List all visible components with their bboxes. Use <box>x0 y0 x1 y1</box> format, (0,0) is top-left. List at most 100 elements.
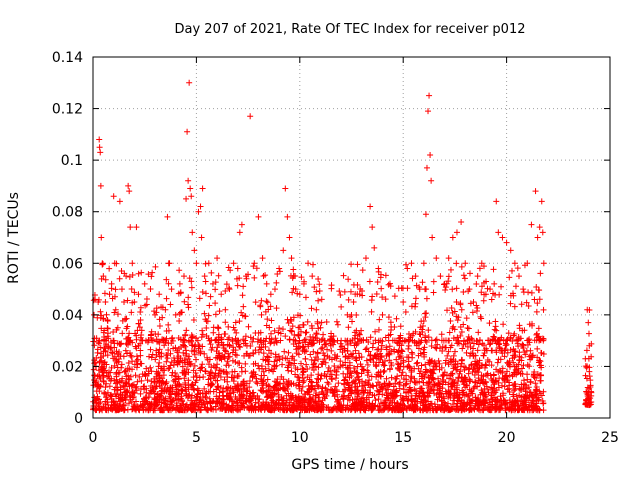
data-point <box>235 385 242 392</box>
data-point <box>218 291 225 298</box>
data-point <box>583 388 590 395</box>
data-point <box>269 391 276 398</box>
data-point <box>98 325 105 332</box>
data-point <box>257 387 264 394</box>
data-point <box>156 322 163 329</box>
data-point <box>440 378 447 385</box>
data-point <box>403 376 410 383</box>
data-point <box>398 285 405 292</box>
data-point <box>124 297 131 304</box>
data-point <box>309 325 316 332</box>
data-point <box>153 336 160 343</box>
data-point <box>112 306 119 313</box>
data-point <box>377 274 384 281</box>
data-point <box>523 392 530 399</box>
data-point <box>382 272 389 279</box>
data-point <box>158 350 165 357</box>
data-point <box>379 385 386 392</box>
data-point <box>313 306 320 313</box>
data-point <box>271 405 278 412</box>
data-point <box>157 407 164 414</box>
data-point <box>108 349 115 356</box>
data-point <box>242 360 249 367</box>
data-point <box>249 373 256 380</box>
data-point <box>178 343 185 350</box>
data-point <box>321 395 328 402</box>
data-point <box>158 390 165 397</box>
data-point <box>137 317 144 324</box>
data-point <box>195 208 202 215</box>
data-point <box>290 314 297 321</box>
data-point <box>583 389 590 396</box>
data-point <box>189 392 196 399</box>
data-point <box>408 303 415 310</box>
data-point <box>211 373 218 380</box>
data-point <box>499 234 506 241</box>
data-point <box>382 399 389 406</box>
data-point <box>262 308 269 315</box>
data-point <box>474 338 481 345</box>
data-point <box>212 370 219 377</box>
data-point <box>402 337 409 344</box>
data-point <box>97 182 104 189</box>
data-point <box>442 287 449 294</box>
data-point <box>98 234 105 241</box>
data-point <box>119 330 126 337</box>
data-point <box>166 385 173 392</box>
data-point <box>342 386 349 393</box>
data-point <box>321 337 328 344</box>
data-point <box>292 365 299 372</box>
data-point <box>158 380 165 387</box>
data-point <box>448 342 455 349</box>
data-point <box>231 327 238 334</box>
data-point <box>482 399 489 406</box>
data-point <box>481 350 488 357</box>
data-point <box>305 260 312 267</box>
data-point <box>128 285 135 292</box>
data-point <box>445 278 452 285</box>
data-point <box>494 359 501 366</box>
data-point <box>279 384 286 391</box>
data-point <box>222 306 229 313</box>
data-point <box>421 286 428 293</box>
data-point <box>307 398 314 405</box>
data-point <box>344 347 351 354</box>
data-point <box>289 289 296 296</box>
data-point <box>399 405 406 412</box>
data-point <box>425 334 432 341</box>
data-point <box>496 291 503 298</box>
data-point <box>380 361 387 368</box>
data-point <box>432 363 439 370</box>
data-point <box>416 286 423 293</box>
data-point <box>178 309 185 316</box>
data-point <box>198 406 205 413</box>
data-point <box>465 333 472 340</box>
data-point <box>199 289 206 296</box>
data-point <box>133 353 140 360</box>
data-point <box>102 348 109 355</box>
data-point <box>470 365 477 372</box>
data-point <box>186 353 193 360</box>
data-point <box>495 403 502 410</box>
data-point <box>327 367 334 374</box>
data-point <box>184 406 191 413</box>
data-point <box>188 348 195 355</box>
data-point <box>502 400 509 407</box>
data-point <box>243 342 250 349</box>
data-point <box>507 300 514 307</box>
data-point <box>136 373 143 380</box>
data-point <box>261 406 268 413</box>
data-point <box>354 261 361 268</box>
data-point <box>193 377 200 384</box>
data-point <box>431 390 438 397</box>
data-point <box>518 386 525 393</box>
data-point <box>504 368 511 375</box>
data-point <box>303 361 310 368</box>
data-point <box>406 384 413 391</box>
data-point <box>420 396 427 403</box>
data-point <box>434 405 441 412</box>
data-point <box>500 392 507 399</box>
data-point <box>430 289 437 296</box>
data-point <box>478 283 485 290</box>
data-point <box>226 286 233 293</box>
